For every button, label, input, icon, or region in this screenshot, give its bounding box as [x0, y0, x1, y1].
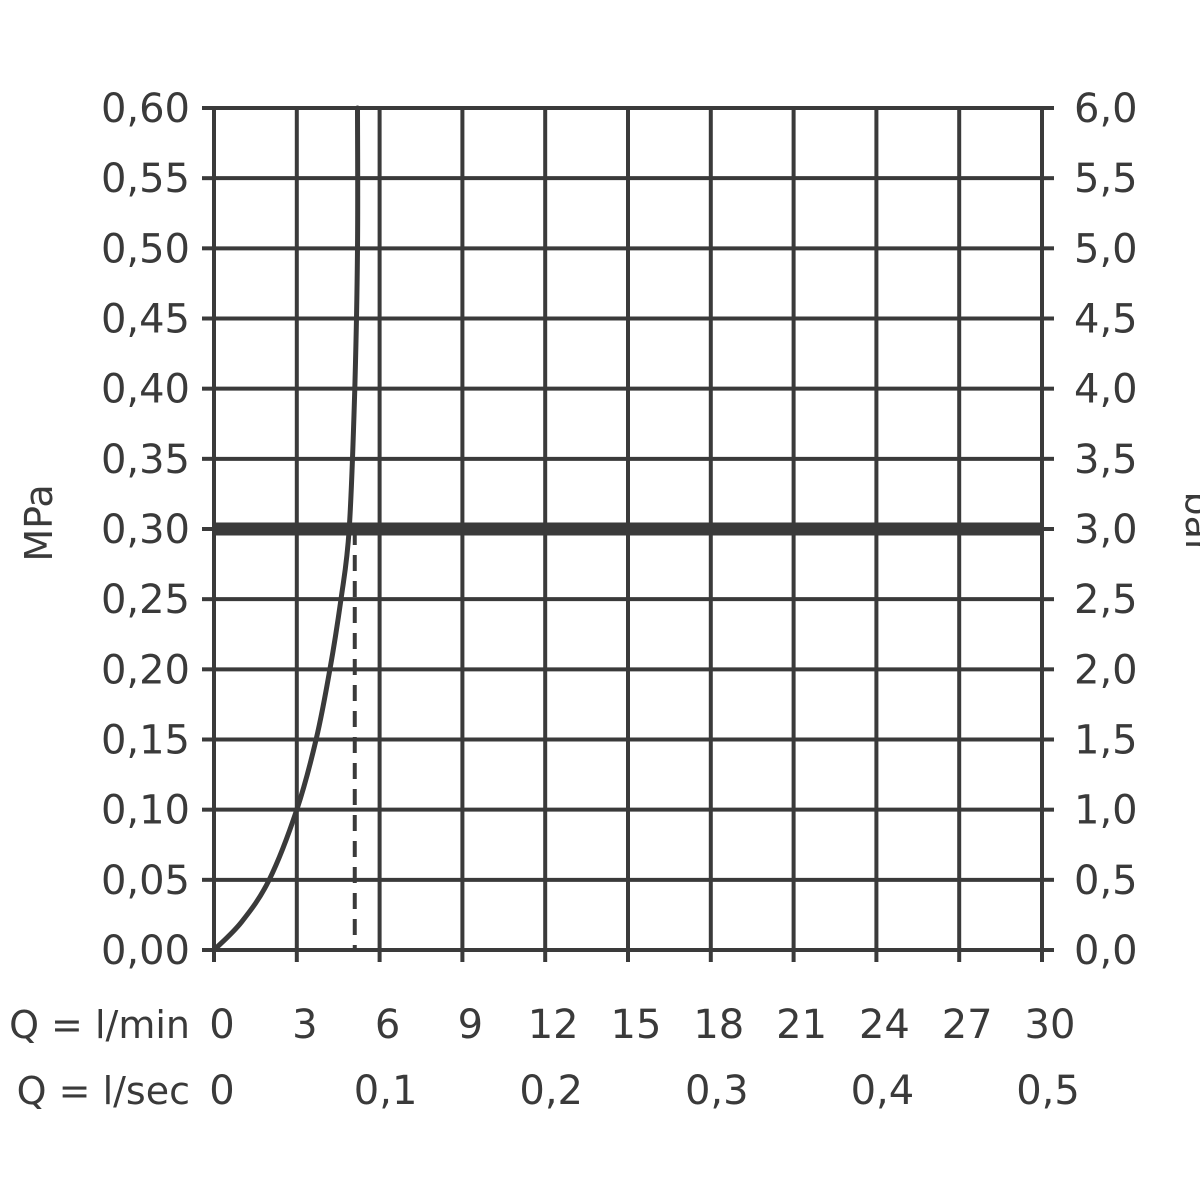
y-axis-label-right: bar	[1177, 491, 1200, 554]
y-tick-label-mpa: 0,55	[101, 156, 190, 202]
x-tick-label-lmin: 6	[375, 1002, 400, 1048]
x-tick-label-lmin: 0	[209, 1002, 234, 1048]
x-tick-label-lmin: 9	[458, 1002, 483, 1048]
y-tick-label-bar: 4,5	[1074, 297, 1138, 343]
y-axis-label-left: MPa	[17, 484, 61, 561]
x-tick-label-lmin: 21	[776, 1002, 827, 1048]
y-tick-label-bar: 4,0	[1074, 367, 1138, 413]
x-tick-label-lsec: 0	[209, 1068, 234, 1114]
y-tick-label-mpa: 0,20	[101, 647, 190, 693]
x-axis-row-label-lmin: Q = l/min	[9, 1003, 190, 1047]
y-tick-label-mpa: 0,05	[101, 858, 190, 904]
x-tick-label-lmin: 12	[528, 1002, 579, 1048]
y-tick-label-bar: 2,5	[1074, 577, 1138, 623]
y-tick-label-bar: 6,0	[1074, 86, 1138, 132]
x-tick-label-lmin: 15	[611, 1002, 662, 1048]
x-tick-label-lmin: 24	[859, 1002, 910, 1048]
y-tick-label-mpa: 0,25	[101, 577, 190, 623]
x-tick-label-lsec: 0,2	[519, 1068, 583, 1114]
y-tick-label-mpa: 0,45	[101, 297, 190, 343]
y-tick-label-mpa: 0,40	[101, 367, 190, 413]
y-tick-label-bar: 2,0	[1074, 647, 1138, 693]
y-tick-label-mpa: 0,35	[101, 437, 190, 483]
tick-labels: 0,000,050,100,150,200,250,300,350,400,45…	[101, 86, 1138, 1114]
x-axis-row-label-lsec: Q = l/sec	[17, 1069, 190, 1113]
x-tick-label-lmin: 27	[942, 1002, 993, 1048]
y-tick-label-bar: 1,0	[1074, 788, 1138, 834]
y-tick-label-mpa: 0,10	[101, 788, 190, 834]
axis-ticks	[202, 106, 1054, 962]
plot-area	[211, 105, 1042, 953]
y-tick-label-bar: 3,5	[1074, 437, 1138, 483]
y-tick-label-bar: 5,0	[1074, 226, 1138, 272]
flow-curve	[211, 105, 361, 953]
x-tick-label-lsec: 0,3	[685, 1068, 749, 1114]
y-tick-label-bar: 0,5	[1074, 858, 1138, 904]
x-tick-label-lmin: 18	[693, 1002, 744, 1048]
y-tick-label-bar: 5,5	[1074, 156, 1138, 202]
x-tick-label-lmin: 30	[1025, 1002, 1076, 1048]
y-tick-label-mpa: 0,30	[101, 507, 190, 553]
y-tick-label-mpa: 0,15	[101, 718, 190, 764]
y-tick-label-mpa: 0,60	[101, 86, 190, 132]
y-tick-label-mpa: 0,50	[101, 226, 190, 272]
y-tick-label-bar: 0,0	[1074, 928, 1138, 974]
x-tick-label-lsec: 0,1	[354, 1068, 418, 1114]
x-tick-label-lsec: 0,5	[1016, 1068, 1080, 1114]
x-tick-label-lmin: 3	[292, 1002, 317, 1048]
y-tick-label-bar: 1,5	[1074, 718, 1138, 764]
y-tick-label-bar: 3,0	[1074, 507, 1138, 553]
y-tick-label-mpa: 0,00	[101, 928, 190, 974]
x-tick-label-lsec: 0,4	[851, 1068, 915, 1114]
